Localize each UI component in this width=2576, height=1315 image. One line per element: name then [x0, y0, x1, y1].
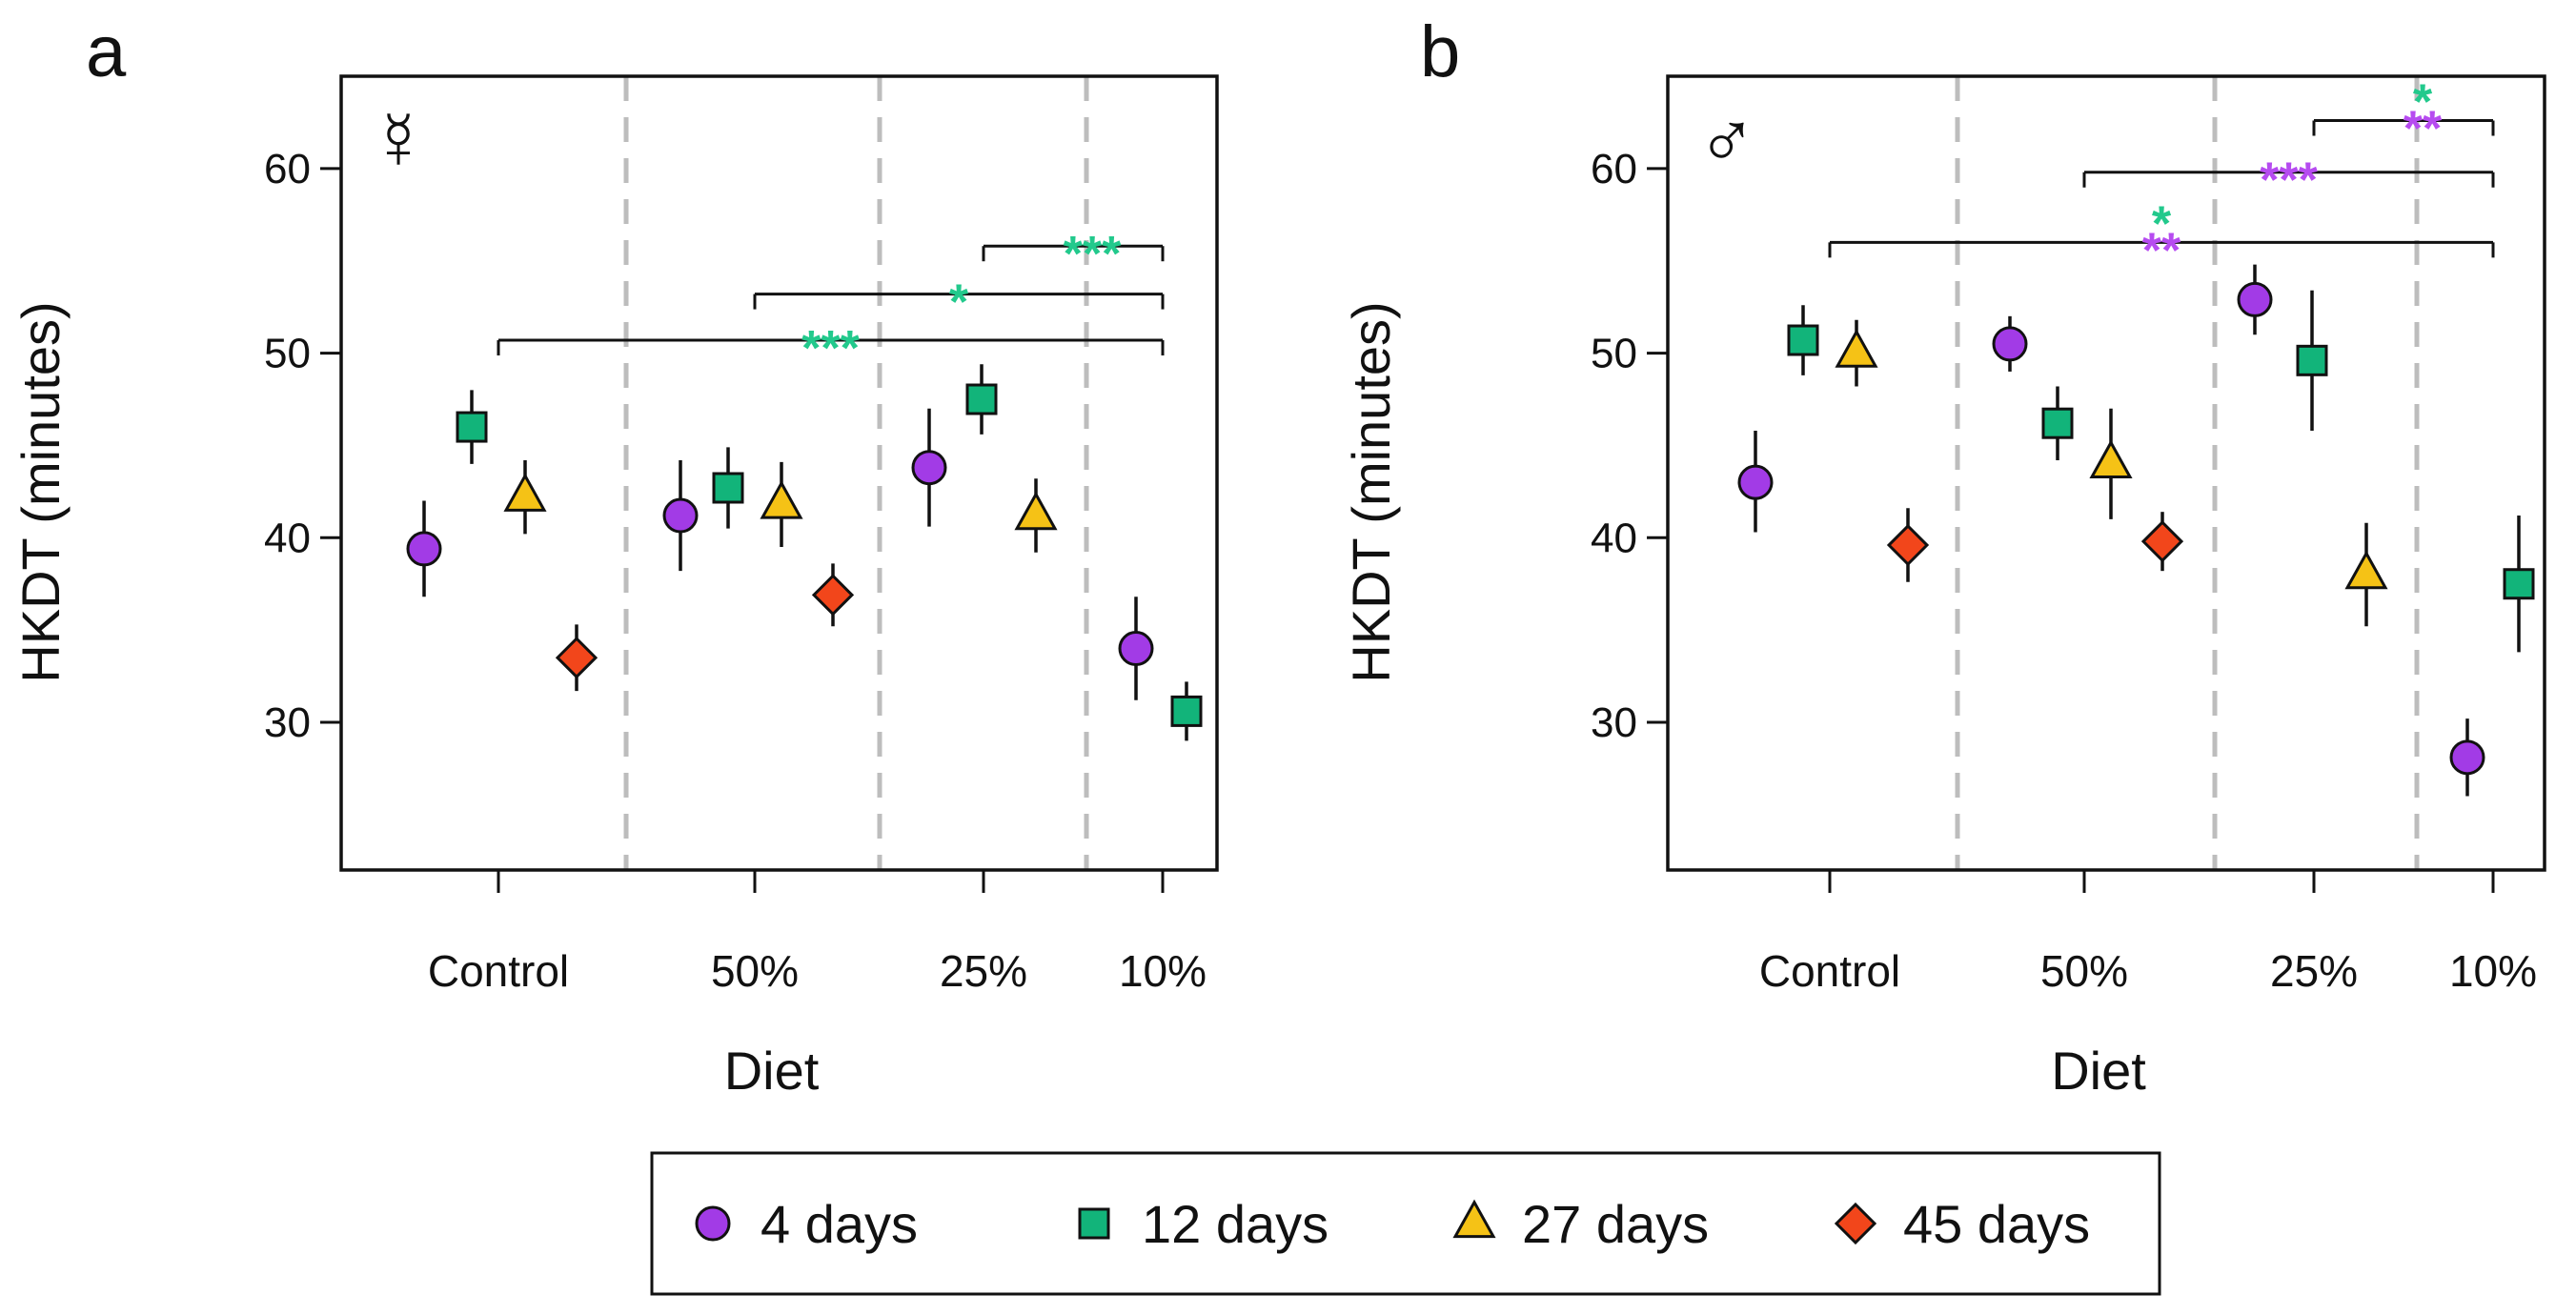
plot-frame	[339, 74, 1219, 872]
y-axis-title: HKDT (minutes)	[10, 301, 71, 682]
data-point	[811, 574, 855, 617]
panel-letter: b	[1420, 11, 1460, 92]
series-27-days	[1835, 319, 2388, 627]
y-axis-title: HKDT (minutes)	[1341, 301, 1401, 682]
x-tick-label: Control	[1759, 946, 1900, 996]
sex-symbol: ☿	[369, 95, 429, 185]
x-tick-label: Control	[428, 946, 569, 996]
significance-bracket: ***	[2082, 153, 2495, 209]
y-tick-label: 50	[264, 331, 311, 377]
data-point	[456, 411, 488, 443]
legend-label: 45 days	[1903, 1194, 2090, 1254]
sex-symbol: ♂	[1697, 95, 1757, 185]
data-point	[1787, 324, 1819, 356]
data-point	[1737, 464, 1774, 500]
significance-stars: **	[2142, 223, 2181, 278]
data-point	[406, 531, 442, 567]
legend-marker	[1078, 1207, 1110, 1240]
data-point	[1170, 695, 1203, 727]
significance-bracket: ***	[497, 321, 1165, 376]
legend-label: 4 days	[761, 1194, 918, 1254]
data-point	[2237, 281, 2273, 317]
significance-stars: ***	[1064, 227, 1122, 282]
data-point	[2296, 344, 2328, 376]
data-point	[760, 480, 803, 519]
data-point	[555, 637, 598, 679]
x-tick-label: 25%	[940, 946, 1027, 996]
panel-b: b ♂ 30 40 50 60 Control 50% 25% 10% Diet HKDT (minu…	[1341, 11, 2546, 1101]
series-12-days	[1787, 290, 2535, 653]
data-point	[2041, 407, 2074, 439]
data-point	[1835, 329, 1878, 368]
x-tick-label: 50%	[711, 946, 799, 996]
significance-stars: ***	[801, 321, 860, 376]
plot-frame	[1666, 74, 2546, 872]
legend-label: 27 days	[1522, 1194, 1709, 1254]
series-12-days	[456, 364, 1203, 741]
data-point	[1992, 326, 2028, 362]
data-point	[2503, 568, 2535, 600]
series-45-days	[1886, 508, 2184, 582]
series-4-days	[1737, 264, 2485, 797]
data-point	[2140, 520, 2184, 563]
data-point	[2449, 739, 2485, 776]
series-45-days	[555, 563, 855, 692]
significance-bracket: ***	[982, 227, 1165, 282]
legend-label: 12 days	[1142, 1194, 1329, 1254]
legend-box	[650, 1151, 2161, 1296]
y-tick-label: 30	[264, 699, 311, 746]
data-point	[712, 472, 744, 504]
data-point	[2344, 550, 2388, 590]
panel-a: a ☿ 30 40 50 60 Control 50% 25% 10% Diet HKDT (minu…	[10, 11, 1219, 1101]
y-tick-label: 60	[1591, 146, 1637, 192]
x-tick-label: 10%	[1119, 946, 1207, 996]
legend-marker	[1452, 1199, 1496, 1239]
data-point	[1118, 631, 1154, 667]
x-axis-title: Diet	[724, 1041, 820, 1101]
significance-stars: *	[2152, 196, 2172, 252]
y-tick-label: 40	[1591, 515, 1637, 561]
legend-marker	[695, 1205, 731, 1242]
x-tick-label: 50%	[2040, 946, 2128, 996]
data-point	[1014, 491, 1058, 531]
data-point	[503, 473, 547, 512]
significance-stars: ***	[2260, 153, 2318, 209]
x-tick-label: 25%	[2270, 946, 2358, 996]
significance-bracket: ***	[1828, 196, 2495, 278]
data-point	[965, 383, 998, 415]
significance-bracket: ***	[2312, 74, 2495, 156]
legend: 4 days 12 days 27 days 45 days	[650, 1151, 2161, 1296]
significance-stars: **	[2404, 101, 2443, 156]
data-point	[1886, 523, 1930, 567]
series-4-days	[406, 408, 1154, 700]
x-tick-label: 10%	[2449, 946, 2537, 996]
panel-letter: a	[86, 11, 127, 92]
significance-bracket: *	[753, 275, 1165, 331]
significance-stars: *	[2413, 74, 2433, 130]
data-point	[662, 497, 699, 534]
data-point	[2089, 439, 2133, 478]
y-tick-label: 60	[264, 146, 311, 192]
y-tick-label: 40	[264, 515, 311, 561]
significance-stars: *	[949, 275, 969, 331]
data-point	[911, 450, 947, 486]
legend-marker	[1834, 1202, 1877, 1245]
y-tick-label: 30	[1591, 699, 1637, 746]
x-axis-title: Diet	[2051, 1041, 2146, 1101]
y-tick-label: 50	[1591, 331, 1637, 377]
series-27-days	[503, 459, 1058, 553]
